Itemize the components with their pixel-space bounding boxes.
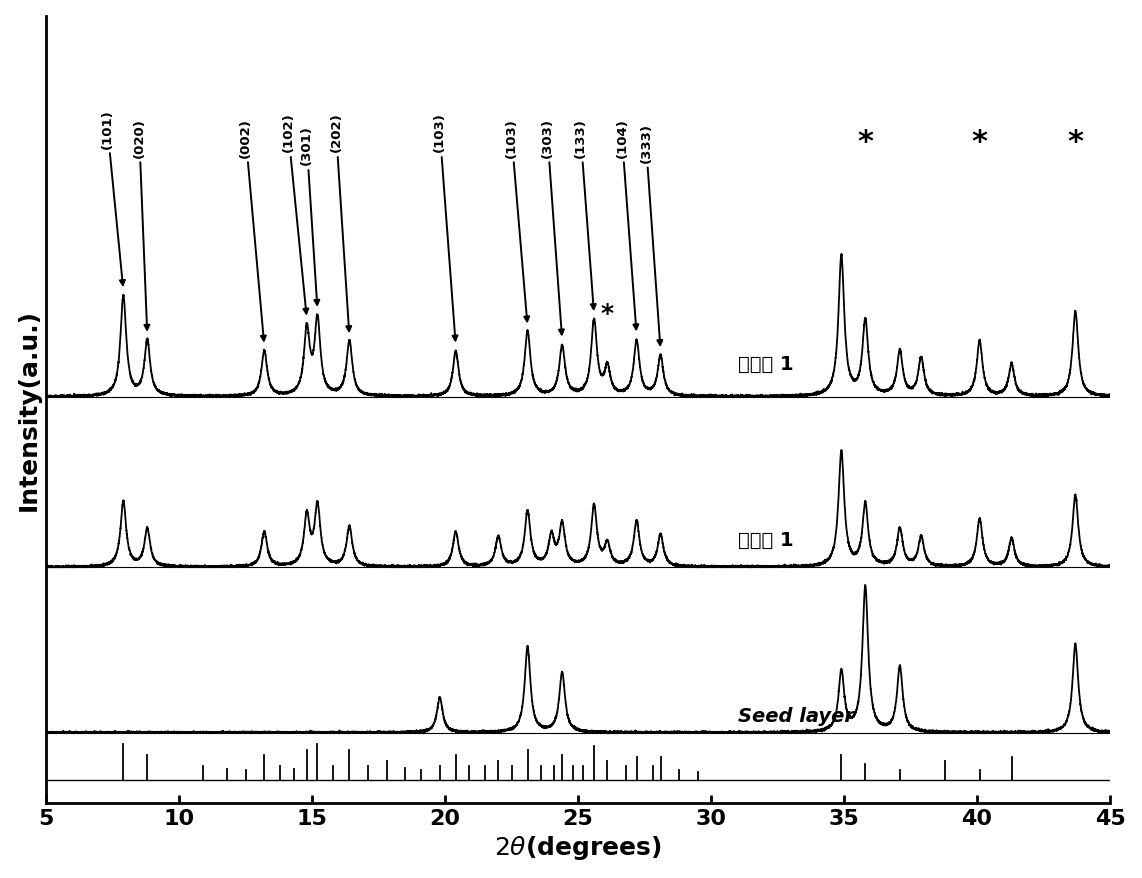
Text: (104): (104) bbox=[616, 118, 638, 330]
Text: (301): (301) bbox=[300, 126, 320, 306]
Text: (103): (103) bbox=[433, 112, 458, 341]
Text: *: * bbox=[972, 127, 988, 156]
Text: (202): (202) bbox=[330, 112, 352, 332]
Text: 实施例 1: 实施例 1 bbox=[738, 530, 794, 550]
Text: (333): (333) bbox=[640, 123, 662, 346]
Text: *: * bbox=[1068, 127, 1084, 156]
Text: *: * bbox=[858, 127, 874, 156]
Text: (103): (103) bbox=[505, 118, 529, 322]
Text: (101): (101) bbox=[100, 109, 124, 285]
Text: (020): (020) bbox=[132, 118, 150, 330]
Text: *: * bbox=[601, 301, 614, 325]
Text: (102): (102) bbox=[282, 112, 308, 314]
Text: Seed layer: Seed layer bbox=[738, 706, 854, 725]
Text: (133): (133) bbox=[574, 118, 596, 310]
Text: (303): (303) bbox=[541, 118, 564, 335]
X-axis label: $2\theta$(degrees): $2\theta$(degrees) bbox=[494, 833, 662, 861]
Y-axis label: Intensity(a.u.): Intensity(a.u.) bbox=[17, 309, 41, 511]
Text: (002): (002) bbox=[239, 118, 266, 342]
Text: 对比例 1: 对比例 1 bbox=[738, 354, 794, 373]
